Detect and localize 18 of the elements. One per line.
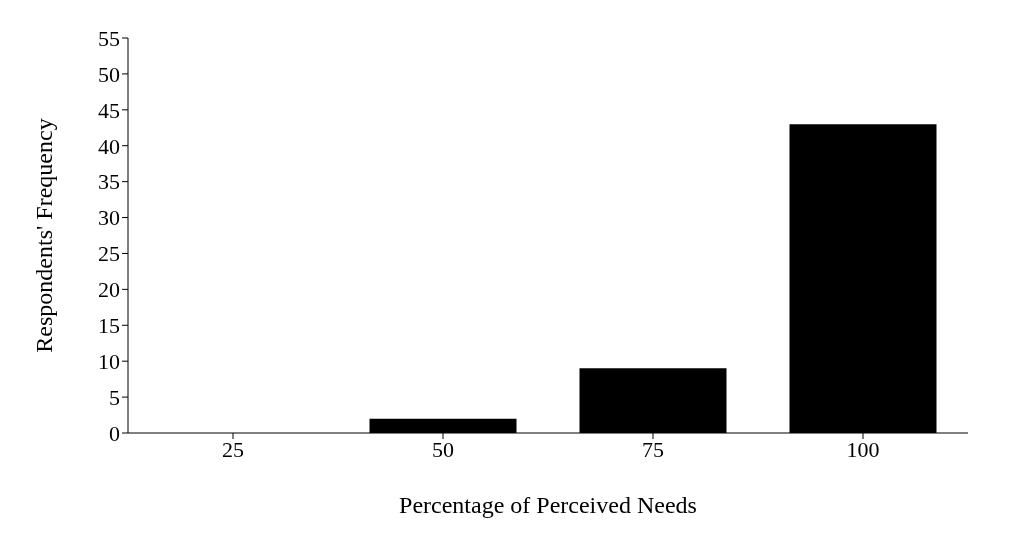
y-tick-label: 55 [98,25,120,51]
x-tick-label: 25 [222,436,244,462]
y-tick-label: 35 [98,169,120,195]
x-tick-label: 75 [642,436,664,462]
y-tick-label: 40 [98,133,120,159]
y-tick-label: 5 [109,384,120,410]
y-tick-label: 30 [98,205,120,231]
y-tick-label: 20 [98,277,120,303]
y-tick-label: 50 [98,61,120,87]
x-tick-label: 100 [846,436,880,462]
y-tick-label: 0 [109,420,120,446]
x-tick-label: 50 [432,436,454,462]
y-tick-label: 45 [98,97,120,123]
y-tick-label: 25 [98,241,120,267]
x-axis-title: Percentage of Perceived Needs [399,492,697,518]
y-tick-label: 10 [98,348,120,374]
y-tick-label: 15 [98,313,120,339]
y-axis-title: Respondents' Frequency [30,118,57,353]
